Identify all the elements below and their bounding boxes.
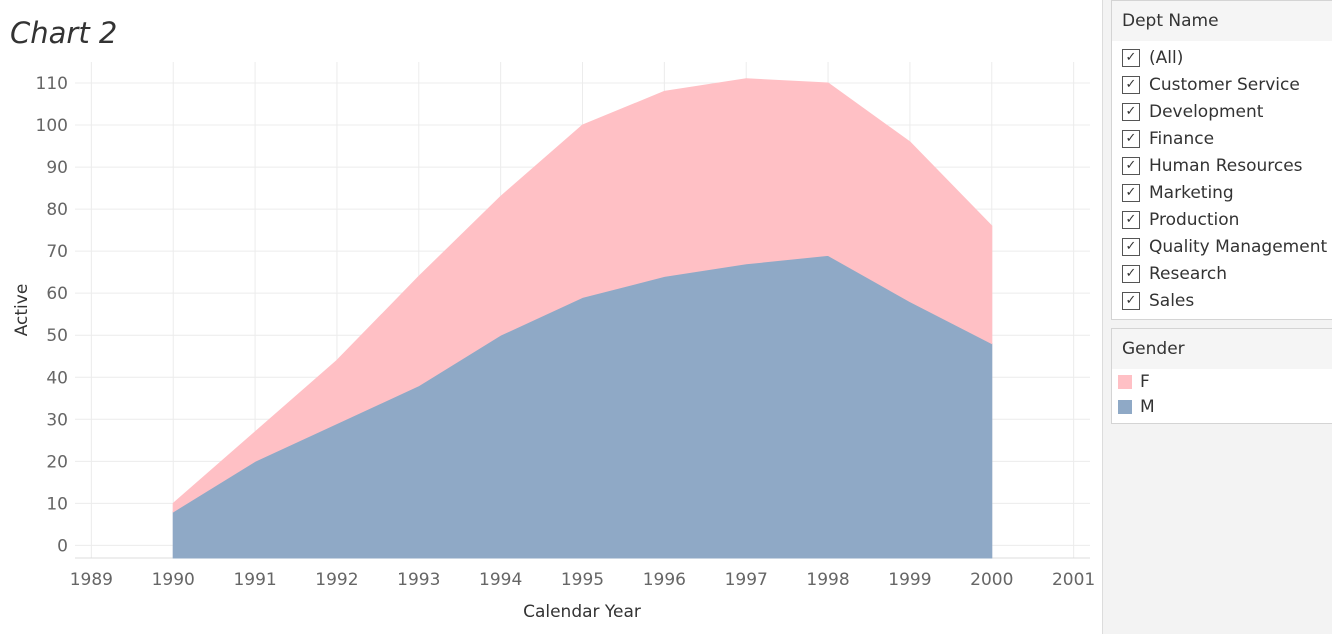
- area-chart: 1989 1990 1991 1992 1993 1994 1995 1996 1997 1998…: [12, 62, 1096, 622]
- filter-item-label: Quality Management: [1149, 236, 1328, 257]
- filter-item[interactable]: ✓ Development: [1112, 98, 1332, 125]
- filter-item[interactable]: ✓ (All): [1112, 44, 1332, 71]
- x-tick-label: 2001: [1052, 570, 1095, 590]
- chart-title: Chart 2: [10, 16, 118, 50]
- x-tick-label: 1996: [643, 570, 686, 590]
- y-tick-label: 90: [46, 158, 68, 178]
- filter-item[interactable]: ✓ Sales: [1112, 287, 1332, 314]
- checkbox[interactable]: ✓: [1122, 264, 1140, 283]
- filter-item[interactable]: ✓ Quality Management: [1112, 233, 1332, 260]
- legend-label: F: [1140, 371, 1150, 392]
- y-tick-label: 0: [57, 536, 68, 556]
- legend-item[interactable]: F: [1112, 369, 1332, 394]
- checkbox[interactable]: ✓: [1122, 156, 1140, 175]
- axis-ticks: 1989 1990 1991 1992 1993 1994 1995 1996 1997 1998…: [36, 74, 1096, 590]
- gender-legend-title: Gender: [1112, 329, 1332, 369]
- area-series: [172, 78, 993, 559]
- filter-item[interactable]: ✓ Human Resources: [1112, 152, 1332, 179]
- x-axis-label: Calendar Year: [523, 602, 641, 622]
- checkbox[interactable]: ✓: [1122, 237, 1140, 256]
- y-tick-label: 70: [46, 242, 68, 262]
- filter-item-label: Customer Service: [1149, 74, 1300, 95]
- y-tick-label: 30: [46, 410, 68, 430]
- y-tick-label: 100: [36, 116, 68, 136]
- checkbox[interactable]: ✓: [1122, 48, 1140, 67]
- x-tick-label: 1991: [233, 570, 276, 590]
- y-tick-label: 40: [46, 368, 68, 388]
- checkbox[interactable]: ✓: [1122, 210, 1140, 229]
- checkbox[interactable]: ✓: [1122, 183, 1140, 202]
- x-tick-label: 1994: [479, 570, 522, 590]
- filter-item-label: Development: [1149, 101, 1264, 122]
- y-tick-label: 50: [46, 326, 68, 346]
- y-tick-label: 10: [46, 494, 68, 514]
- filter-item[interactable]: ✓ Finance: [1112, 125, 1332, 152]
- checkbox[interactable]: ✓: [1122, 129, 1140, 148]
- x-tick-label: 1995: [561, 570, 604, 590]
- legend-swatch: [1118, 374, 1132, 389]
- y-axis-label: Active: [12, 284, 32, 337]
- dept-filter-card: Dept Name ✓ (All) ✓ Customer Service ✓ Develo…: [1111, 0, 1332, 320]
- filter-item-label: Sales: [1149, 290, 1195, 311]
- dept-filter-list: ✓ (All) ✓ Customer Service ✓ Development ✓ Fina…: [1112, 41, 1332, 314]
- filter-item-label: Research: [1149, 263, 1227, 284]
- filter-item-label: (All): [1149, 47, 1184, 68]
- y-tick-label: 60: [46, 284, 68, 304]
- legend-item[interactable]: M: [1112, 394, 1332, 419]
- x-tick-label: 1990: [152, 570, 195, 590]
- area-f: [172, 78, 993, 513]
- filter-item[interactable]: ✓ Customer Service: [1112, 71, 1332, 98]
- x-tick-label: 1998: [806, 570, 849, 590]
- filter-item-label: Human Resources: [1149, 155, 1303, 176]
- x-tick-label: 1989: [70, 570, 113, 590]
- dept-filter-title: Dept Name: [1112, 1, 1332, 41]
- checkbox[interactable]: ✓: [1122, 291, 1140, 310]
- x-tick-label: 1997: [725, 570, 768, 590]
- x-tick-label: 2000: [970, 570, 1013, 590]
- filter-item[interactable]: ✓ Production: [1112, 206, 1332, 233]
- y-tick-label: 80: [46, 200, 68, 220]
- x-tick-label: 1992: [315, 570, 358, 590]
- filter-item-label: Production: [1149, 209, 1240, 230]
- legend-label: M: [1140, 396, 1155, 417]
- filter-item[interactable]: ✓ Research: [1112, 260, 1332, 287]
- legend-swatch: [1118, 399, 1132, 414]
- checkbox[interactable]: ✓: [1122, 102, 1140, 121]
- y-tick-label: 110: [36, 74, 68, 94]
- y-tick-label: 20: [46, 452, 68, 472]
- filter-item-label: Marketing: [1149, 182, 1234, 203]
- side-panel: Dept Name ✓ (All) ✓ Customer Service ✓ Develo…: [1102, 0, 1332, 634]
- x-tick-label: 1999: [888, 570, 931, 590]
- filter-item[interactable]: ✓ Marketing: [1112, 179, 1332, 206]
- checkbox[interactable]: ✓: [1122, 75, 1140, 94]
- x-tick-label: 1993: [397, 570, 440, 590]
- filter-item-label: Finance: [1149, 128, 1215, 149]
